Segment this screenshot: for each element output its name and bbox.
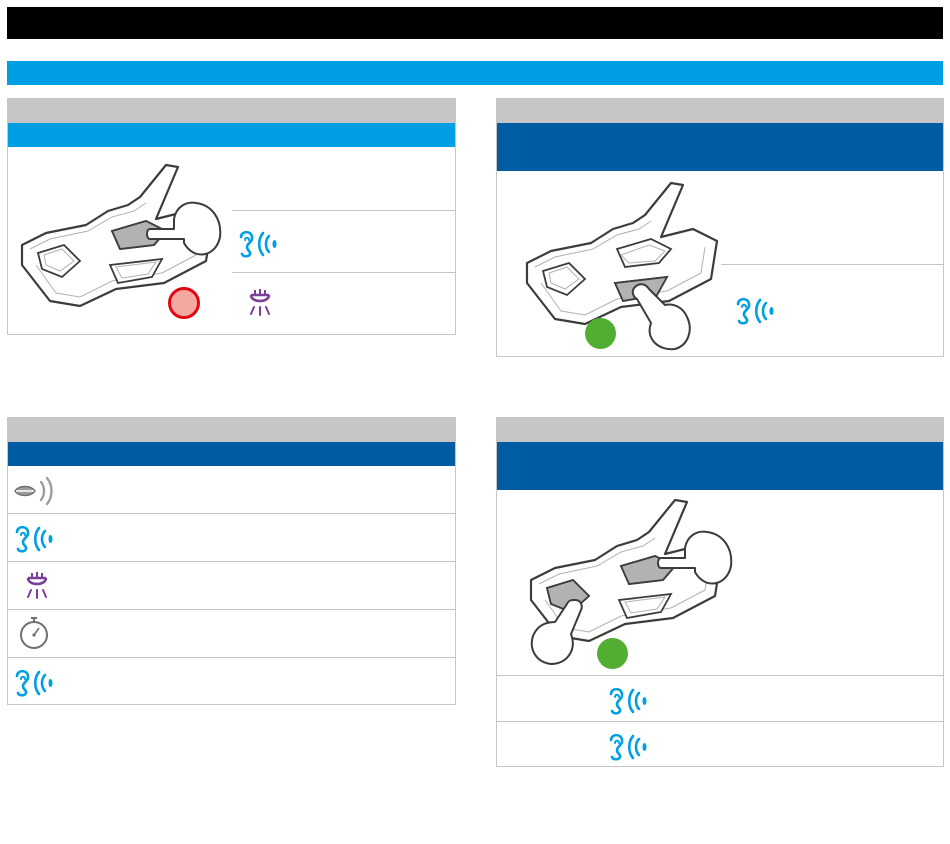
ear-sound-icon: [13, 524, 57, 554]
row-divider: [497, 721, 944, 722]
panel-top-right: [496, 98, 944, 357]
header-bar: [7, 7, 943, 39]
row-divider: [8, 657, 456, 658]
row-divider: [232, 210, 456, 211]
timer-icon: [18, 616, 50, 650]
ear-sound-icon: [13, 668, 57, 698]
light-icon: [245, 289, 275, 319]
led-green: [585, 318, 616, 349]
panel-bottom-left: [7, 417, 456, 705]
speech-icon: [13, 476, 57, 506]
finger-pointer-icon: [657, 530, 733, 585]
finger-pointer-icon: [146, 201, 222, 256]
device-illustration: [521, 179, 731, 329]
ear-sound-icon: [734, 296, 778, 326]
finger-pointer-icon: [530, 599, 583, 665]
panel-header: [8, 418, 455, 442]
panel-top-left: [7, 98, 456, 335]
section-bar: [7, 61, 943, 85]
light-icon: [22, 572, 52, 602]
panel-title-band: [8, 442, 455, 466]
row-divider: [8, 513, 456, 514]
finger-pointer-icon: [631, 283, 691, 351]
panel-header: [497, 418, 943, 442]
led-green: [597, 638, 628, 669]
row-divider: [497, 675, 944, 676]
ear-sound-icon: [607, 732, 651, 762]
row-divider: [721, 264, 944, 265]
row-divider: [232, 272, 456, 273]
ear-sound-icon: [607, 686, 651, 716]
row-divider: [8, 609, 456, 610]
device-illustration: [525, 496, 735, 646]
led-red: [168, 287, 200, 319]
row-divider: [8, 561, 456, 562]
panel-bottom-right: [496, 417, 944, 767]
ear-sound-icon: [237, 229, 281, 259]
panel-header: [497, 99, 943, 123]
panel-header: [8, 99, 455, 123]
panel-title-band: [497, 123, 943, 171]
panel-title-band: [8, 123, 455, 147]
panel-title-band: [497, 442, 943, 490]
